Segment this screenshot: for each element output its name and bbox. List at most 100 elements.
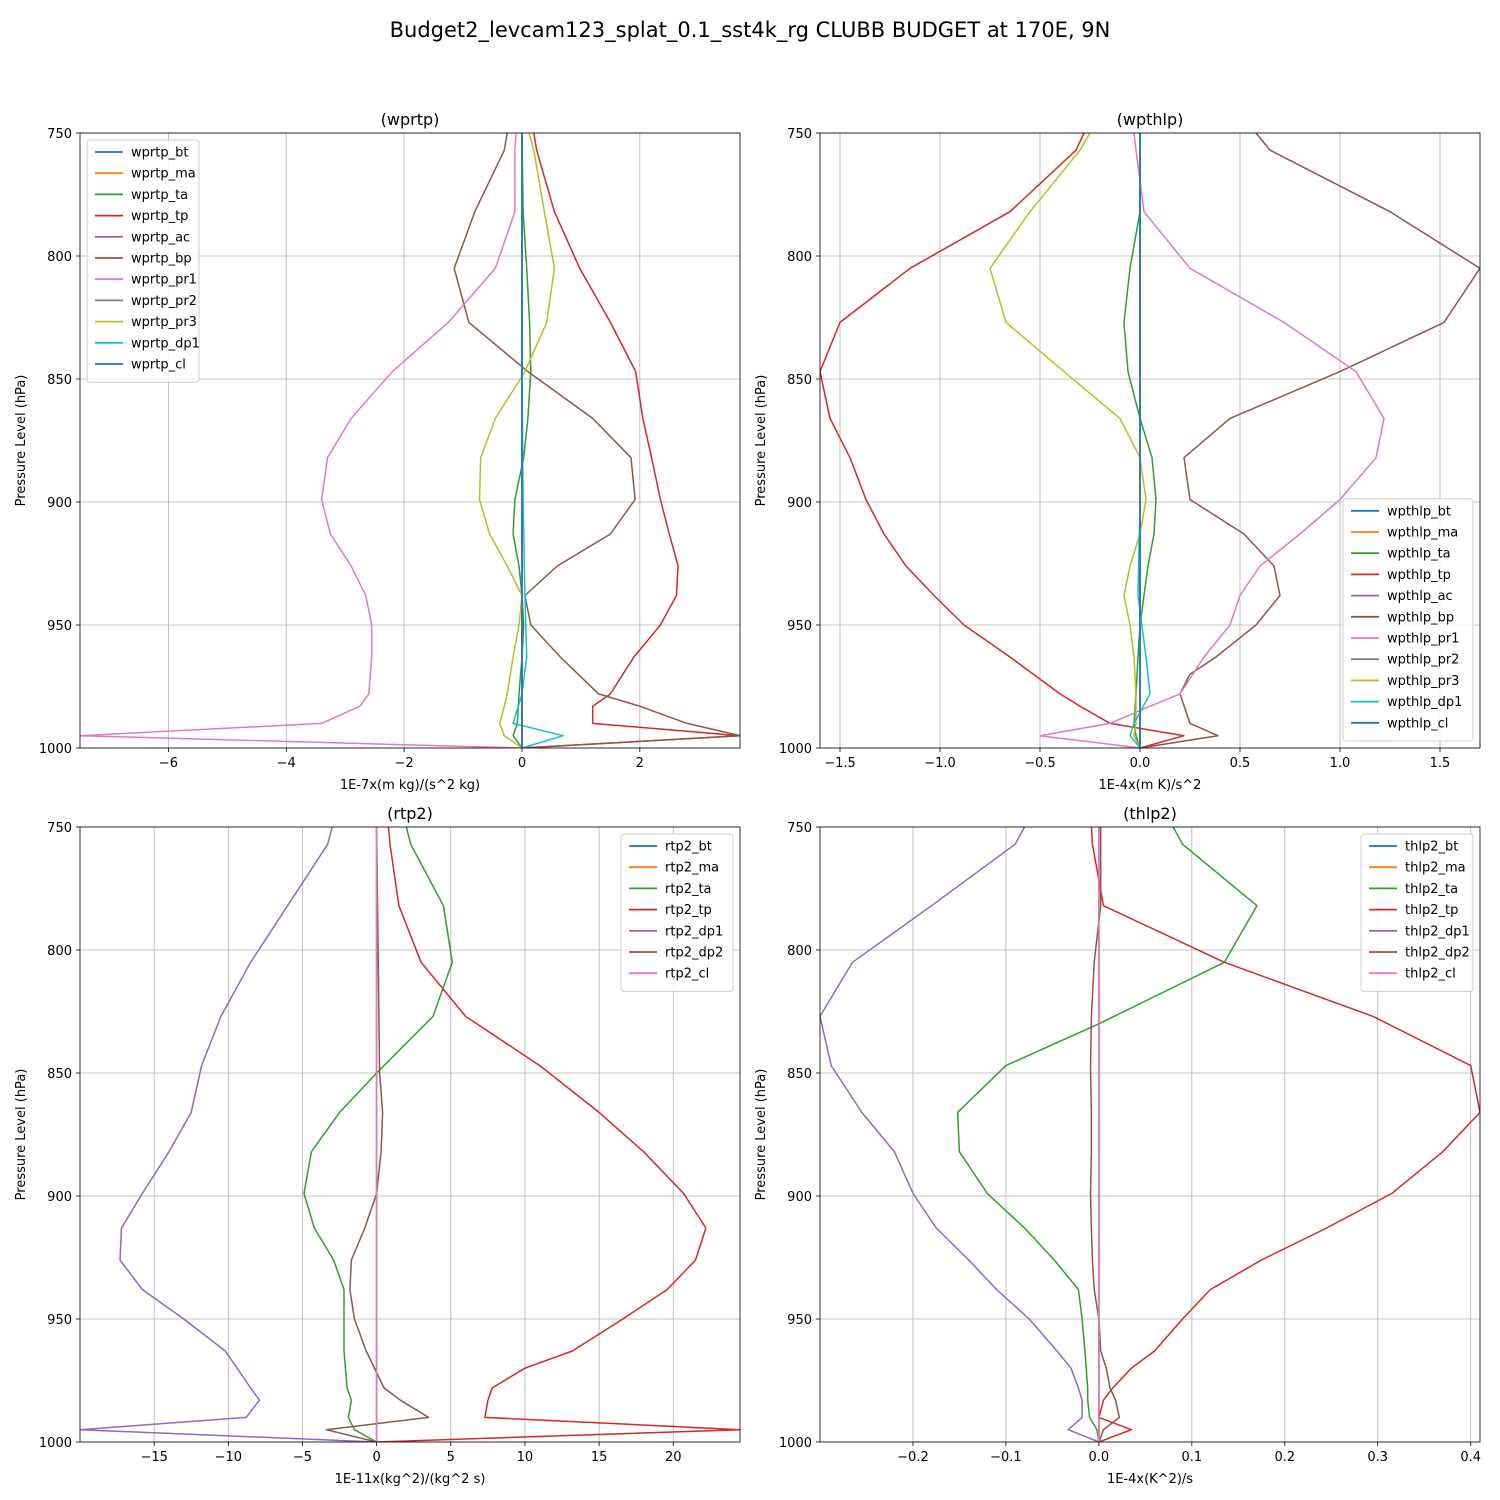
legend-entry: thlp2_dp1 (1405, 924, 1470, 939)
x-axis-label: 1E-11x(kg^2)/(kg^2 s) (335, 1472, 486, 1487)
x-tick-label: 0 (372, 1450, 380, 1465)
legend-entry: thlp2_dp2 (1405, 946, 1470, 961)
legend-entry: rtp2_tp (665, 903, 712, 918)
legend-entry: wpthlp_ac (1387, 589, 1453, 604)
series-line-rtp2_dp1 (80, 827, 377, 1442)
x-tick-label: 15 (591, 1450, 608, 1465)
x-axis-label: 1E-4x(K^2)/s (1107, 1472, 1193, 1487)
x-tick-label: −15 (140, 1450, 167, 1465)
legend-entry: rtp2_ma (665, 861, 719, 876)
legend-entry: wpthlp_ta (1387, 547, 1451, 562)
legend-entry: wpthlp_pr2 (1387, 653, 1459, 668)
panel-title: (wprtp) (381, 110, 440, 129)
x-tick-label: 0.4 (1460, 1450, 1481, 1465)
legend: wprtp_bt wprtp_ma wprtp_ta wprtp_tp wprtp_ac… (86, 139, 200, 383)
legend-entry: rtp2_dp2 (665, 946, 723, 961)
x-tick-label: 20 (665, 1450, 682, 1465)
x-tick-label: 0 (518, 756, 526, 771)
y-tick-label: 950 (47, 619, 72, 634)
legend-entry: wprtp_bt (131, 146, 188, 161)
series-line-wprtp_dp1 (512, 133, 564, 748)
x-tick-label: −0.5 (1024, 756, 1056, 771)
legend-entry: wprtp_ac (131, 230, 190, 245)
series-line-thlp2_ta (956, 827, 1258, 1442)
panel-title: (thlp2) (1123, 804, 1177, 823)
x-tick-label: −6 (159, 756, 178, 771)
series-line-wprtp_pr3 (478, 133, 556, 748)
legend-entry: thlp2_ma (1405, 861, 1466, 876)
panel-1: −1.5 −1.0 −0.5 0.0 0.5 1.0 1.5 750 800 850 900 950 1… (754, 110, 1481, 793)
axes-frame (79, 132, 741, 749)
y-tick-label: 750 (47, 821, 72, 836)
series-line-rtp2_ta (303, 827, 454, 1442)
x-tick-label: 0.2 (1274, 1450, 1295, 1465)
legend-entry: wpthlp_bp (1387, 610, 1454, 625)
legend: wpthlp_bt wpthlp_ma wpthlp_ta wpthlp_tpwpth… (1342, 498, 1474, 742)
legend-entry: wpthlp_pr3 (1387, 674, 1459, 689)
x-tick-label: 0.5 (1230, 756, 1251, 771)
panel-2: −15 −10 −5 0 5 10 15 20 750 800 850 900 950 1000 (rtp2… (14, 804, 741, 1487)
y-tick-label: 800 (47, 250, 72, 265)
y-axis-label: Pressure Level (hPa) (754, 375, 769, 507)
y-axis-label: Pressure Level (hPa) (14, 1069, 29, 1201)
legend-entry: rtp2_ta (665, 882, 712, 897)
legend-entry: wpthlp_dp1 (1387, 695, 1462, 710)
legend-entry: rtp2_dp1 (665, 924, 723, 939)
y-tick-label: 850 (47, 373, 72, 388)
x-tick-label: 2 (636, 756, 644, 771)
legend-entry: wprtp_ma (131, 167, 196, 182)
x-axis-label: 1E-7x(m kg)/(s^2 kg) (340, 778, 480, 793)
y-tick-label: 900 (787, 496, 812, 511)
x-tick-label: −1.0 (924, 756, 956, 771)
panel-title: (rtp2) (387, 804, 433, 823)
x-tick-label: −0.1 (990, 1450, 1022, 1465)
legend-entry: wpthlp_cl (1387, 716, 1448, 731)
series-line-rtp2_dp2 (325, 827, 430, 1442)
y-tick-label: 750 (787, 127, 812, 142)
y-axis-label: Pressure Level (hPa) (754, 1069, 769, 1201)
series-line-thlp2_tp (1090, 827, 1480, 1442)
panel-0: −6 −4 −2 0 2 750 800 850 900 950 1000 (wprtp) 1E-7x(… (14, 110, 741, 793)
x-tick-label: 10 (517, 1450, 534, 1465)
legend-entry: wprtp_ta (131, 188, 188, 203)
x-tick-label: 1.5 (1430, 756, 1451, 771)
x-tick-label: −5 (293, 1450, 312, 1465)
legend-entry: thlp2_bt (1405, 840, 1458, 855)
y-tick-label: 950 (47, 1313, 72, 1328)
legend-entry: wprtp_tp (131, 209, 188, 224)
x-tick-label: 5 (447, 1450, 455, 1465)
series-line-wprtp_tp (521, 133, 740, 748)
legend-entry: rtp2_bt (665, 840, 712, 855)
legend: rtp2_bt rtp2_ma rtp2_ta rtp2_tp rtp2_dp1 rtp2… (620, 833, 734, 992)
y-axis-label: Pressure Level (hPa) (14, 375, 29, 507)
legend-entry: wpthlp_ma (1387, 526, 1458, 541)
legend-entry: thlp2_tp (1405, 903, 1458, 918)
series-line-wprtp_pr1 (80, 133, 523, 748)
y-tick-label: 1000 (39, 742, 72, 757)
panel-grid: −6 −4 −2 0 2 750 800 850 900 950 1000 (wprtp) 1E-7x(… (14, 110, 1481, 1487)
x-tick-label: −0.2 (897, 1450, 929, 1465)
x-tick-label: −1.5 (824, 756, 856, 771)
legend-entry: thlp2_cl (1405, 967, 1456, 982)
panel-title: (wpthlp) (1117, 110, 1184, 129)
y-tick-label: 1000 (779, 742, 812, 757)
x-tick-label: 0.1 (1181, 1450, 1202, 1465)
y-tick-label: 750 (47, 127, 72, 142)
x-tick-label: −4 (277, 756, 296, 771)
y-tick-label: 800 (47, 944, 72, 959)
legend-entry: rtp2_cl (665, 967, 709, 982)
series-line-thlp2_dp1 (820, 827, 1100, 1442)
x-axis-label: 1E-4x(m K)/s^2 (1099, 778, 1202, 793)
axes-frame (819, 826, 1481, 1443)
y-tick-label: 850 (787, 1067, 812, 1082)
series-line-wpthlp_tp (820, 133, 1185, 748)
series-line-wprtp_bp (453, 133, 740, 748)
x-tick-label: 0.3 (1367, 1450, 1388, 1465)
y-tick-label: 1000 (779, 1436, 812, 1451)
legend-entry: wprtp_pr1 (131, 273, 197, 288)
y-tick-label: 950 (787, 619, 812, 634)
legend-entry: wprtp_cl (131, 358, 186, 373)
figure-title: Budget2_levcam123_splat_0.1_sst4k_rg CLU… (390, 18, 1111, 43)
legend-entry: wpthlp_bt (1387, 504, 1451, 519)
legend-entry: wprtp_pr2 (131, 294, 197, 309)
